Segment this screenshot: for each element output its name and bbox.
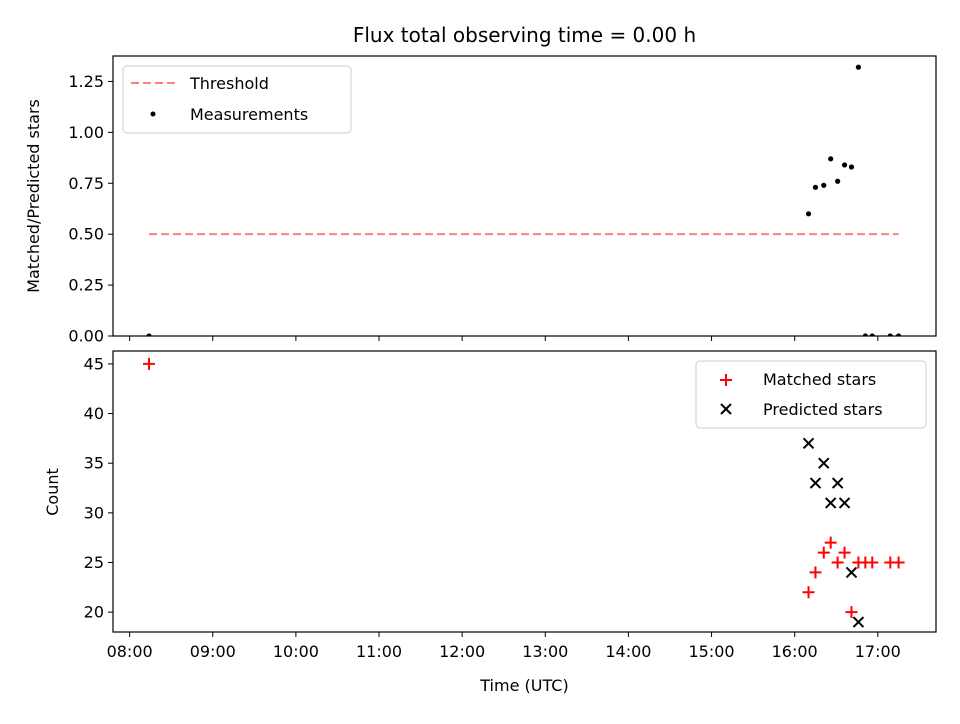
y-axis-label-top: Matched/Predicted stars	[24, 99, 43, 293]
y-tick-label: 25	[84, 553, 104, 572]
matched-star-point	[802, 586, 815, 599]
y-tick-label: 0.75	[68, 174, 104, 193]
predicted-star-point	[852, 616, 865, 628]
y-tick-label: 0.25	[68, 276, 104, 295]
measurement-point	[869, 333, 875, 336]
predicted-star-point	[845, 566, 858, 579]
legend-measurements-swatch	[150, 111, 156, 117]
matched-star-point	[866, 556, 879, 569]
x-tick-label: 10:00	[273, 642, 319, 661]
legend-top: Threshold Measurements	[122, 65, 352, 134]
matched-star-point	[824, 536, 837, 549]
measurement-point	[821, 182, 827, 188]
flux-ratio-panel: Flux total observing time = 0.00 h Match…	[24, 23, 937, 346]
star-count-points	[143, 357, 905, 628]
y-tick-label: 0.00	[68, 327, 104, 346]
x-tick-label: 12:00	[439, 642, 485, 661]
x-tick-label: 16:00	[772, 642, 818, 661]
legend-bottom: Matched stars Predicted stars	[695, 360, 927, 429]
x-ticks-top	[129, 336, 879, 341]
measurement-point	[855, 64, 862, 70]
legend-frame-bottom	[695, 360, 927, 429]
x-tick-label: 11:00	[356, 642, 402, 661]
legend-threshold-label: Threshold	[189, 74, 269, 93]
y-tick-label: 1.25	[68, 72, 104, 91]
y-ticks-top: 0.00 0.25 0.50 0.75 1.00 1.25	[68, 72, 113, 346]
y-tick-label: 0.50	[68, 225, 104, 244]
predicted-star-point	[824, 497, 837, 509]
y-tick-label: 20	[84, 603, 104, 622]
y-ticks-bottom: 20 25 30 35 40 45	[84, 354, 113, 622]
matched-star-point	[845, 606, 858, 619]
measurement-points	[146, 64, 902, 336]
matched-star-point	[831, 556, 844, 569]
plot-area-bottom	[112, 350, 937, 633]
measurement-point	[887, 333, 893, 336]
x-tick-label: 14:00	[605, 642, 651, 661]
measurement-point	[146, 333, 152, 336]
y-tick-label: 1.00	[68, 123, 104, 142]
star-count-panel: Count Time (UTC) 20 25 30 35 40 45 08:00 09:00…	[43, 350, 937, 695]
y-tick-label: 35	[84, 454, 104, 473]
legend-matched-swatch	[720, 374, 732, 386]
x-tick-label: 17:00	[855, 642, 901, 661]
legend-measurements-label: Measurements	[190, 105, 308, 124]
predicted-star-point	[818, 457, 830, 469]
measurement-point	[828, 156, 834, 162]
measurement-point	[835, 178, 841, 184]
x-tick-label: 09:00	[190, 642, 236, 661]
measurement-point	[895, 333, 902, 336]
x-axis-label: Time (UTC)	[479, 676, 568, 695]
legend-predicted-swatch	[720, 403, 732, 415]
legend-frame-top	[122, 65, 352, 134]
predicted-star-point	[809, 477, 822, 489]
matched-star-point	[143, 357, 156, 370]
legend-predicted-label: Predicted stars	[763, 400, 883, 419]
matched-star-point	[838, 546, 851, 559]
y-tick-label: 30	[84, 503, 104, 522]
y-tick-label: 40	[84, 404, 104, 423]
matched-star-point	[817, 546, 830, 559]
y-axis-label-bottom: Count	[43, 468, 62, 516]
measurement-point	[805, 211, 812, 217]
predicted-star-point	[838, 497, 851, 509]
x-tick-label: 08:00	[107, 642, 153, 661]
predicted-star-point	[802, 437, 815, 450]
plot-area-top	[112, 55, 937, 337]
measurement-point	[848, 164, 855, 170]
x-tick-label: 13:00	[522, 642, 568, 661]
measurement-point	[862, 333, 868, 336]
matched-star-point	[892, 556, 905, 569]
measurement-point	[812, 184, 819, 190]
chart-title: Flux total observing time = 0.00 h	[353, 23, 696, 47]
y-tick-label: 45	[84, 354, 104, 373]
x-tick-label: 15:00	[688, 642, 734, 661]
matched-star-point	[809, 566, 822, 579]
legend-matched-label: Matched stars	[763, 370, 876, 389]
measurement-point	[841, 162, 848, 168]
x-ticks-bottom: 08:00 09:00 10:00 11:00 12:00 13:00 14:00 15:00…	[107, 632, 901, 661]
predicted-star-point	[831, 477, 844, 489]
